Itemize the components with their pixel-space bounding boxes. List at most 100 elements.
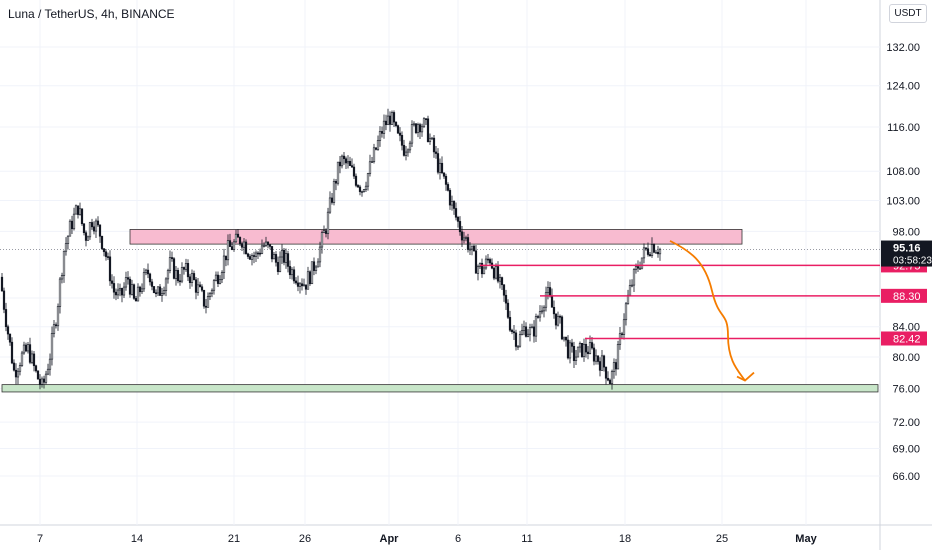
last-price-tag [881, 240, 932, 267]
candle-body [208, 292, 212, 297]
candle-body [180, 267, 184, 282]
support-zone [1, 384, 879, 393]
candle-body [358, 186, 362, 192]
currency-button[interactable]: USDT [889, 4, 927, 23]
candle-body [538, 311, 542, 318]
candle-body [76, 205, 80, 215]
candle-body [126, 277, 130, 280]
candle-body [550, 295, 554, 308]
candle-body [250, 255, 254, 260]
candle-body [292, 269, 296, 282]
candle-body [218, 279, 222, 284]
time-tick-label: 7 [37, 533, 43, 545]
candle-body [388, 115, 392, 125]
candle-body [220, 272, 224, 281]
candle-body [230, 246, 234, 250]
candle-body [492, 267, 496, 279]
candle-body [66, 235, 70, 244]
candle-body [430, 137, 434, 140]
candle-body [516, 345, 520, 348]
price-tick-label: 66.00 [892, 471, 920, 483]
candle-body [484, 258, 488, 269]
candle-body [82, 223, 86, 234]
candle-body [146, 269, 150, 275]
candle-body [258, 252, 262, 255]
candle-body [362, 189, 366, 192]
candle-body [290, 269, 294, 276]
candle-body [422, 118, 426, 128]
candle-body [384, 120, 388, 126]
time-axis[interactable]: 7 14 21 26 Apr 6 11 18 25 May [37, 533, 818, 545]
candle-body [128, 278, 132, 295]
candle-body [124, 277, 128, 288]
candle-body [354, 175, 358, 186]
candle-body [348, 160, 352, 166]
candle-body [132, 284, 136, 299]
candle-body [246, 253, 250, 257]
candle-body [214, 274, 218, 281]
candle-body [112, 283, 116, 293]
candle-body [244, 241, 248, 255]
candle-body [106, 256, 110, 258]
candle-body [120, 287, 124, 296]
candle-body [334, 180, 338, 184]
candles [0, 108, 662, 390]
candle-body [268, 244, 272, 247]
price-axis[interactable]: 132.00124.00116.00108.00103.0098.0088.00… [881, 42, 932, 483]
candle-body [108, 256, 112, 282]
candle-body [162, 290, 166, 294]
candle-body [326, 211, 330, 234]
candle-body [370, 161, 374, 163]
projection-arrowhead [736, 371, 755, 382]
candle-body [280, 249, 284, 258]
candle-body [54, 324, 58, 327]
candle-body [0, 276, 4, 292]
candle-body [458, 221, 462, 233]
candle-body [138, 286, 142, 293]
candle-body [656, 251, 660, 255]
candle-body [12, 362, 16, 371]
candle-body [500, 277, 504, 286]
candle-body [436, 153, 440, 173]
candle-body [80, 208, 84, 225]
candle-body [320, 232, 324, 248]
candle-body [650, 244, 654, 257]
candle-body [10, 341, 14, 364]
candle-body [122, 286, 126, 296]
candle-body [638, 267, 642, 270]
candle-body [4, 309, 8, 327]
candle-body [272, 254, 276, 260]
candle-body [20, 352, 24, 366]
candle-body [444, 175, 448, 185]
candle-body [400, 135, 404, 146]
candle-body [476, 266, 480, 274]
candle-body [226, 240, 230, 261]
horizontal-levels [480, 264, 880, 340]
candle-body [374, 147, 378, 150]
price-tick-label: 132.00 [886, 42, 920, 54]
candle-body [460, 231, 464, 241]
candle-body [586, 351, 590, 355]
candle-body [604, 366, 608, 379]
candle-body [494, 266, 498, 279]
candle-body [554, 313, 558, 326]
candle-body [472, 245, 476, 252]
candle-body [562, 336, 566, 340]
candle-body [262, 245, 266, 247]
candle-body [266, 241, 270, 246]
candle-body [224, 255, 228, 261]
price-tick-label: 116.00 [887, 122, 920, 134]
candle-body [504, 294, 508, 304]
candle-body [642, 247, 646, 259]
candle-body [168, 257, 172, 271]
candle-body [528, 327, 532, 335]
candle-body [508, 317, 512, 331]
candle-body [34, 365, 38, 372]
candle-body [654, 251, 658, 254]
candle-body [432, 137, 436, 153]
candle-body [174, 270, 178, 279]
candle-body [634, 266, 638, 270]
candle-body [346, 160, 350, 164]
candle-body [86, 236, 90, 241]
